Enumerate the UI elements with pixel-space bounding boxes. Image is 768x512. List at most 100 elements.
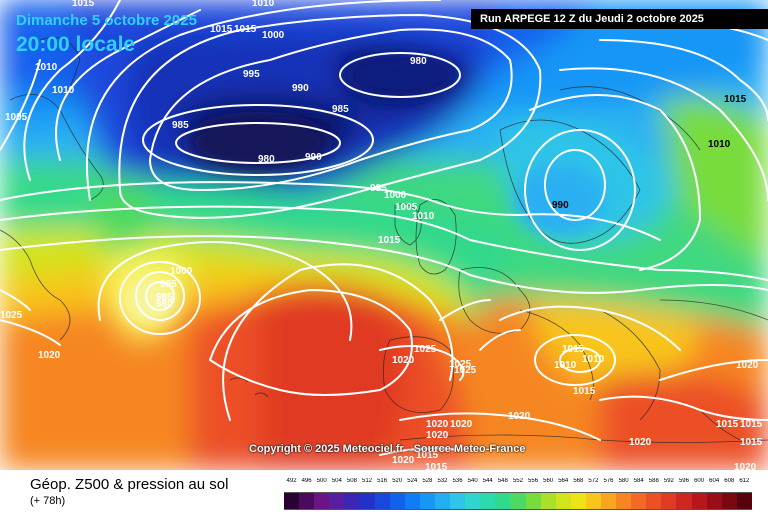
legend-swatch (585, 493, 601, 509)
isobar-label: 1015 (378, 235, 401, 246)
legend-swatch (314, 493, 330, 509)
isobar-label: 985 (172, 120, 189, 131)
legend-swatch (646, 493, 662, 509)
isobar-label: 1010 (412, 211, 435, 222)
legend-label: 568 (573, 478, 584, 484)
isobar-label: 1010 (52, 85, 75, 96)
legend-label: 512 (362, 478, 373, 484)
isobar-label: 985 (156, 292, 173, 303)
legend-swatch (344, 493, 360, 509)
color-scale-legend: 492 496 500 504 508 512 516 520 524 528 532 536 540 5… (284, 478, 752, 510)
isobar-label: 990 (292, 83, 309, 94)
legend-swatch (721, 493, 737, 509)
copyright-notice: Copyright © 2025 Meteociel.fr - Source M… (249, 443, 526, 455)
isobar-label: 1015 (72, 0, 95, 9)
legend-label: 516 (377, 478, 388, 484)
legend-swatch (359, 493, 375, 509)
isobar-label: 980 (258, 154, 275, 165)
isobar-label: 1015 (210, 24, 233, 35)
legend-label: 492 (286, 478, 297, 484)
legend-label: 504 (331, 478, 342, 484)
legend-swatch (661, 493, 677, 509)
legend-label: 564 (558, 478, 569, 484)
legend-swatch (510, 493, 526, 509)
isobar-label: 1015 (716, 419, 739, 430)
isobar-label: 1015 (425, 462, 448, 470)
legend-label: 572 (588, 478, 599, 484)
legend-label: 588 (648, 478, 659, 484)
isobar-label: 1010 (554, 360, 577, 371)
legend-swatch (525, 493, 541, 509)
isobar-label: 1020 (392, 355, 415, 366)
legend-swatch (706, 493, 722, 509)
legend-footer: Géop. Z500 & pression au sol (+ 78h) 492… (0, 470, 768, 512)
isobar-label: 1005 (5, 112, 28, 123)
legend-swatch (374, 493, 390, 509)
isobar-label: 1015 (234, 24, 257, 35)
legend-swatch (419, 493, 435, 509)
legend-label: 500 (316, 478, 327, 484)
legend-swatch (284, 493, 300, 509)
isobar-label: 1015 (416, 450, 439, 461)
legend-label: 544 (482, 478, 493, 484)
legend-label: 524 (407, 478, 418, 484)
legend-bar (284, 492, 752, 510)
isobar-label: 1020 (736, 360, 759, 371)
legend-swatch (570, 493, 586, 509)
map-title: Géop. Z500 & pression au sol (30, 476, 229, 493)
isobar-label: 1025 (454, 365, 477, 376)
legend-label: 528 (422, 478, 433, 484)
isobar-label: 1020 (734, 462, 757, 470)
isobar-label: 1015 (740, 437, 763, 448)
legend-label: 560 (543, 478, 554, 484)
legend-label: 548 (497, 478, 508, 484)
pressure-labels: 1015 1010 1015 1015 1000 1010 1010 1005 … (0, 0, 763, 470)
forecast-time: 20:00 locale (16, 33, 136, 56)
lead-time: (+ 78h) (30, 495, 66, 507)
legend-label: 540 (467, 478, 478, 484)
isobar-label: 1015 (740, 419, 763, 430)
isobar-label: 1000 (384, 190, 407, 201)
isobar-label: 1020 (392, 455, 415, 466)
legend-label: 552 (512, 478, 523, 484)
isobar-label: 980 (156, 299, 173, 310)
isobar-label: 995 (243, 69, 260, 80)
isobar-label: 1010 (582, 354, 605, 365)
isobar-label: 1015 (562, 344, 585, 355)
isobar-label: 1025 (414, 344, 437, 355)
legend-label: 508 (346, 478, 357, 484)
legend-label: 600 (694, 478, 705, 484)
isobar-label: 1025 (449, 359, 472, 370)
legend-label: 596 (678, 478, 689, 484)
isobar-label: 990 (552, 200, 569, 211)
legend-swatch (299, 493, 315, 509)
legend-label: 580 (618, 478, 629, 484)
isobar-label: 1010 (35, 62, 58, 73)
legend-swatch (495, 493, 511, 509)
isobars (0, 0, 768, 455)
legend-swatch (450, 493, 466, 509)
isobar-label: 1020 (426, 419, 449, 430)
legend-label: 532 (437, 478, 448, 484)
isobar-label: 1015 (724, 94, 747, 105)
weather-map: 1015 1010 1015 1015 1000 1010 1010 1005 … (0, 0, 768, 470)
legend-label: 608 (724, 478, 735, 484)
isobar-label: 1025 (0, 310, 23, 321)
legend-label: 584 (633, 478, 644, 484)
legend-swatch (600, 493, 617, 509)
isobar-label: 1020 (450, 419, 473, 430)
isobar-label: 1000 (170, 266, 193, 277)
legend-label: 592 (663, 478, 674, 484)
legend-swatch (389, 493, 405, 509)
legend-labels: 492 496 500 504 508 512 516 520 524 528 532 536 540 5… (284, 478, 752, 490)
legend-label: 604 (709, 478, 720, 484)
legend-label: 520 (392, 478, 403, 484)
legend-label: 536 (452, 478, 463, 484)
legend-label: 576 (603, 478, 614, 484)
legend-swatch (480, 493, 496, 509)
legend-swatch (676, 493, 692, 509)
legend-swatch (465, 493, 481, 509)
isobar-label: 1000 (262, 30, 285, 41)
legend-swatch (540, 493, 556, 509)
